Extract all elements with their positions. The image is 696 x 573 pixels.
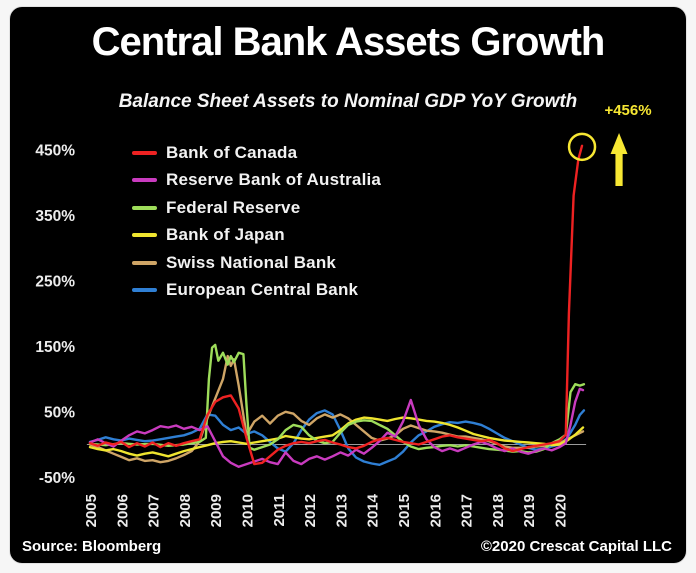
x-axis-tick-label: 2005: [83, 494, 100, 527]
legend-item-bank-of-canada: Bank of Canada: [132, 139, 381, 167]
x-axis-tick-label: 2009: [208, 494, 225, 527]
legend-item-bank-of-japan: Bank of Japan: [132, 222, 381, 250]
series-line-federal-reserve: [88, 343, 586, 454]
legend-item-reserve-bank-of-australia: Reserve Bank of Australia: [132, 167, 381, 195]
chart-subtitle: Balance Sheet Assets to Nominal GDP YoY …: [118, 91, 578, 112]
copyright-notice: ©2020 Crescat Capital LLC: [480, 538, 672, 555]
legend-item-swiss-national-bank: Swiss National Bank: [132, 249, 381, 277]
line-swatch-icon: [132, 205, 157, 210]
line-swatch-icon: [132, 233, 157, 238]
line-swatch-icon: [132, 260, 157, 265]
y-axis-tick-label: 350%: [35, 208, 75, 225]
peak-annotation-label: +456%: [604, 102, 652, 119]
y-axis-tick-label: -50%: [39, 470, 75, 487]
legend-label: Bank of Japan: [166, 225, 285, 245]
up-arrow-icon: [615, 153, 623, 186]
chart-title: Central Bank Assets Growth: [91, 20, 606, 64]
x-axis-tick-label: 2010: [240, 494, 257, 527]
x-axis-tick-label: 2011: [271, 494, 288, 527]
x-axis-tick-label: 2008: [177, 494, 194, 527]
x-axis-tick-label: 2014: [365, 493, 382, 527]
x-axis-tick-label: 2019: [521, 494, 538, 527]
legend-label: European Central Bank: [166, 280, 359, 300]
legend-item-european-central-bank: European Central Bank: [132, 277, 381, 305]
source-attribution: Source: Bloomberg: [22, 538, 162, 555]
chart-canvas: 450% 350% 250% 150% 50% -50% 2005 2006 2007 2008 2…: [35, 132, 628, 527]
chart-card: Central Bank Assets Growth Balance Sheet…: [10, 7, 686, 563]
x-axis-tick-label: 2006: [114, 494, 131, 527]
legend-label: Federal Reserve: [166, 197, 301, 217]
y-axis-tick-label: 250%: [35, 273, 75, 290]
legend-item-federal-reserve: Federal Reserve: [132, 194, 381, 222]
series-line-reserve-bank-of-australia: [88, 387, 585, 468]
x-axis-tick-label: 2017: [459, 494, 476, 527]
x-axis-tick-label: 2020: [553, 494, 570, 527]
line-swatch-icon: [132, 178, 157, 183]
series-line-bank-of-japan: [88, 416, 585, 458]
legend-label: Bank of Canada: [166, 142, 298, 162]
y-axis-tick-label: 450%: [35, 142, 75, 159]
legend-label: Reserve Bank of Australia: [166, 170, 382, 190]
line-swatch-icon: [132, 288, 157, 293]
x-axis-tick-label: 2013: [333, 494, 350, 527]
x-axis-tick-label: 2015: [396, 494, 413, 527]
up-arrow-icon: [610, 133, 628, 154]
peak-circle-annotation: [567, 132, 597, 162]
legend-label: Swiss National Bank: [166, 252, 337, 272]
chart-legend: Bank of Canada Reserve Bank of Australia…: [132, 139, 381, 304]
x-axis-tick-label: 2007: [146, 494, 163, 527]
y-axis-tick-label: 50%: [44, 404, 75, 421]
x-axis-tick-label: 2016: [427, 494, 444, 527]
line-swatch-icon: [132, 150, 157, 155]
y-axis-tick-label: 150%: [35, 339, 75, 356]
x-axis-tick-label: 2012: [302, 494, 319, 527]
x-axis-tick-label: 2018: [490, 494, 507, 527]
series-line-bank-of-canada: [88, 144, 584, 466]
